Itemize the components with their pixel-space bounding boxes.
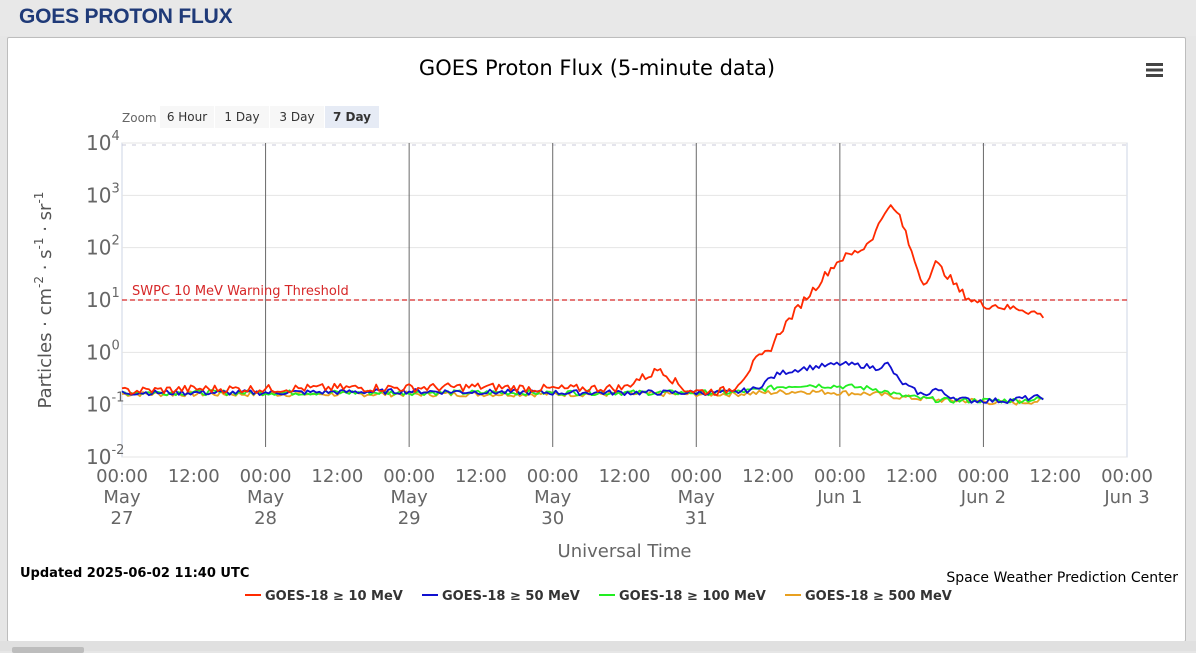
x-tick: 12:00 (311, 466, 363, 487)
y-tick-label: 10-1 (86, 391, 124, 417)
x-tick-time: 12:00 (886, 466, 938, 487)
zoom-button-label[interactable]: 1 Day (224, 110, 259, 124)
credit-label: Space Weather Prediction Center (946, 570, 1178, 586)
zoom-button-3-day[interactable]: 3 Day (270, 106, 324, 128)
plot-area: 104 103 102 101 100 10-1 10-2 Particles · cm-2 … (32, 129, 1153, 604)
scrollbar-thumb[interactable] (12, 647, 84, 653)
zoom-button-6-hour[interactable]: 6 Hour (160, 106, 214, 128)
x-tick-date: Jun 1 (816, 487, 862, 508)
x-tick-date: 28 (254, 508, 277, 529)
legend-item[interactable]: GOES-18 ≥ 10 MeV (245, 589, 403, 604)
chart-panel (7, 37, 1186, 642)
x-tick-date: 27 (111, 508, 134, 529)
zoom-label: Zoom (122, 111, 157, 125)
zoom-button-label[interactable]: 6 Hour (167, 110, 207, 124)
x-tick-date: 31 (685, 508, 708, 529)
x-tick-date: Jun 3 (1103, 487, 1149, 508)
zoom-button-bg[interactable] (270, 106, 324, 128)
x-tick-time: 12:00 (742, 466, 794, 487)
y-tick-label: 102 (86, 234, 120, 260)
x-tick-time: 12:00 (168, 466, 220, 487)
x-tick-date: May (103, 487, 141, 508)
x-tick: 12:00 (455, 466, 507, 487)
y-tick-label: 10-2 (86, 443, 124, 469)
warning-threshold-label: SWPC 10 MeV Warning Threshold (132, 284, 349, 299)
chart-title: GOES Proton Flux (5-minute data) (419, 56, 775, 80)
legend-item[interactable]: GOES-18 ≥ 50 MeV (422, 589, 580, 604)
y-tick-label: 100 (86, 338, 120, 364)
y-tick-label: 101 (86, 286, 120, 312)
x-tick-date: Jun 2 (960, 487, 1006, 508)
y-tick-label: 103 (86, 181, 120, 207)
page-title: GOES PROTON FLUX (19, 5, 233, 28)
x-tick: 12:00 (168, 466, 220, 487)
y-axis-label: Particles · cm-2 · s-1 · sr-1 (32, 192, 56, 409)
legend-label[interactable]: GOES-18 ≥ 10 MeV (265, 589, 403, 604)
zoom-button-bg[interactable] (215, 106, 269, 128)
x-tick-date: May (391, 487, 429, 508)
zoom-button-bg[interactable] (325, 106, 379, 128)
x-tick-date: 30 (541, 508, 564, 529)
x-tick-time: 00:00 (383, 466, 435, 487)
x-tick-time: 00:00 (670, 466, 722, 487)
legend-label[interactable]: GOES-18 ≥ 500 MeV (805, 589, 952, 604)
hamburger-menu-icon[interactable] (1146, 63, 1163, 77)
page-header: GOES PROTON FLUX (0, 0, 1196, 36)
zoom-button-7-day[interactable]: 7 Day (325, 106, 379, 128)
zoom-button-1-day[interactable]: 1 Day (215, 106, 269, 128)
x-tick-date: May (678, 487, 716, 508)
x-tick-time: 12:00 (599, 466, 651, 487)
x-tick: 12:00 (1029, 466, 1081, 487)
x-axis-label: Universal Time (558, 541, 692, 562)
x-tick-time: 00:00 (96, 466, 148, 487)
x-tick: 12:00 (742, 466, 794, 487)
x-tick-time: 12:00 (1029, 466, 1081, 487)
legend-item[interactable]: GOES-18 ≥ 500 MeV (785, 589, 952, 604)
x-tick-time: 12:00 (455, 466, 507, 487)
x-tick-time: 00:00 (957, 466, 1009, 487)
series-line-1 (121, 204, 1045, 396)
zoom-button-bg[interactable] (160, 106, 214, 128)
legend-item[interactable]: GOES-18 ≥ 100 MeV (599, 589, 766, 604)
y-tick-label: 104 (86, 129, 120, 155)
x-tick-time: 00:00 (814, 466, 866, 487)
legend-label[interactable]: GOES-18 ≥ 100 MeV (619, 589, 766, 604)
x-tick: 12:00 (886, 466, 938, 487)
x-tick-date: May (247, 487, 285, 508)
zoom-button-label[interactable]: 7 Day (333, 110, 371, 124)
legend-label[interactable]: GOES-18 ≥ 50 MeV (442, 589, 580, 604)
x-tick-time: 00:00 (1101, 466, 1153, 487)
x-tick: 12:00 (599, 466, 651, 487)
x-tick-time: 12:00 (311, 466, 363, 487)
series-line-3 (121, 383, 1044, 404)
zoom-button-label[interactable]: 3 Day (279, 110, 314, 124)
x-tick-date: May (534, 487, 572, 508)
x-tick-time: 00:00 (240, 466, 292, 487)
x-tick-date: 29 (398, 508, 421, 529)
x-tick-time: 00:00 (527, 466, 579, 487)
zoom-button-group: 6 Hour 1 Day 3 Day 7 Day (160, 106, 379, 128)
updated-timestamp: Updated 2025-06-02 11:40 UTC (20, 566, 250, 581)
horizontal-scrollbar[interactable] (0, 641, 1196, 653)
